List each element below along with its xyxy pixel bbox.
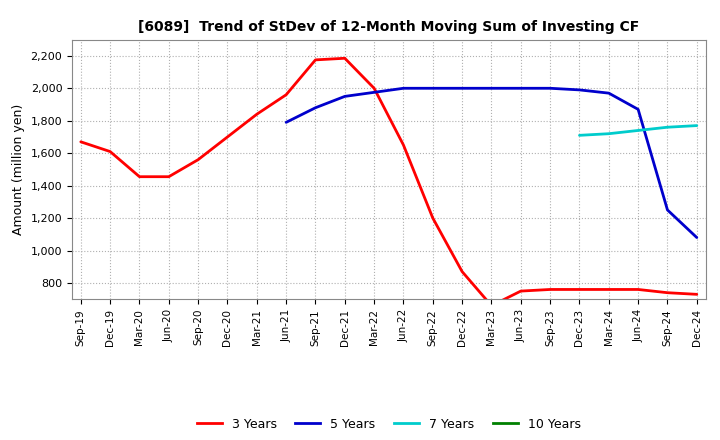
3 Years xyxy=(605,287,613,292)
5 Years xyxy=(341,94,349,99)
5 Years xyxy=(458,86,467,91)
3 Years xyxy=(693,292,701,297)
3 Years xyxy=(370,86,379,91)
3 Years xyxy=(223,134,232,139)
3 Years xyxy=(546,287,554,292)
Title: [6089]  Trend of StDev of 12-Month Moving Sum of Investing CF: [6089] Trend of StDev of 12-Month Moving… xyxy=(138,20,639,34)
7 Years xyxy=(634,128,642,133)
Y-axis label: Amount (million yen): Amount (million yen) xyxy=(12,104,25,235)
5 Years xyxy=(487,86,496,91)
3 Years xyxy=(634,287,642,292)
7 Years xyxy=(605,131,613,136)
5 Years xyxy=(634,107,642,112)
Line: 7 Years: 7 Years xyxy=(580,125,697,136)
5 Years xyxy=(605,91,613,96)
5 Years xyxy=(693,235,701,240)
Line: 3 Years: 3 Years xyxy=(81,58,697,306)
3 Years xyxy=(194,157,202,162)
3 Years xyxy=(106,149,114,154)
5 Years xyxy=(311,105,320,110)
3 Years xyxy=(663,290,672,295)
3 Years xyxy=(76,139,85,144)
7 Years xyxy=(663,125,672,130)
Line: 5 Years: 5 Years xyxy=(286,88,697,238)
5 Years xyxy=(546,86,554,91)
3 Years xyxy=(164,174,173,180)
3 Years xyxy=(311,57,320,62)
7 Years xyxy=(693,123,701,128)
7 Years xyxy=(575,133,584,138)
5 Years xyxy=(516,86,525,91)
Legend: 3 Years, 5 Years, 7 Years, 10 Years: 3 Years, 5 Years, 7 Years, 10 Years xyxy=(192,413,586,436)
3 Years xyxy=(428,216,437,221)
3 Years xyxy=(282,92,290,97)
5 Years xyxy=(282,120,290,125)
5 Years xyxy=(428,86,437,91)
3 Years xyxy=(135,174,144,180)
3 Years xyxy=(458,269,467,274)
5 Years xyxy=(663,207,672,213)
5 Years xyxy=(399,86,408,91)
3 Years xyxy=(399,143,408,148)
3 Years xyxy=(253,112,261,117)
5 Years xyxy=(575,87,584,92)
5 Years xyxy=(370,90,379,95)
3 Years xyxy=(575,287,584,292)
3 Years xyxy=(487,303,496,308)
3 Years xyxy=(516,289,525,294)
3 Years xyxy=(341,55,349,61)
